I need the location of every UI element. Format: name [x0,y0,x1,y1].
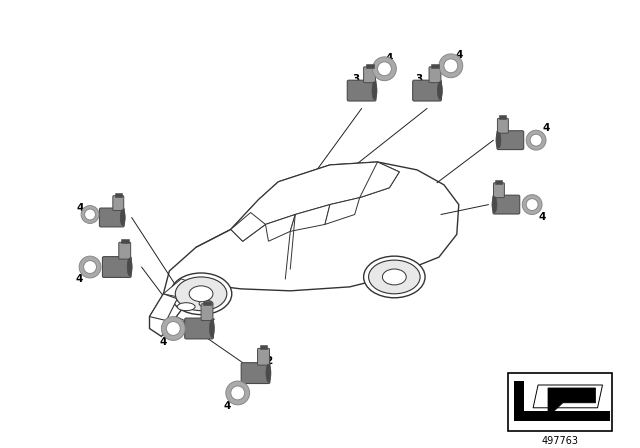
Text: 4: 4 [455,50,463,60]
Circle shape [372,57,396,81]
Bar [365,64,374,68]
FancyBboxPatch shape [201,304,213,321]
Circle shape [84,261,97,273]
Circle shape [166,322,180,336]
FancyBboxPatch shape [497,131,524,150]
Ellipse shape [364,256,425,298]
Text: 497763: 497763 [542,435,579,445]
FancyBboxPatch shape [493,183,504,198]
Polygon shape [231,162,399,241]
Bar [115,193,122,197]
Ellipse shape [127,258,132,276]
FancyBboxPatch shape [257,349,269,365]
FancyBboxPatch shape [102,257,131,277]
Bar [515,411,611,421]
Text: 4: 4 [538,212,546,223]
Circle shape [84,209,95,220]
Polygon shape [150,294,177,321]
Circle shape [378,62,392,76]
Text: 4: 4 [542,123,550,133]
Circle shape [81,206,99,224]
Ellipse shape [266,364,271,382]
Bar [515,381,524,421]
Text: 2: 2 [265,356,272,366]
FancyBboxPatch shape [241,363,270,383]
FancyBboxPatch shape [185,318,214,339]
Ellipse shape [496,132,501,148]
Text: 4: 4 [76,202,84,212]
Polygon shape [150,162,459,336]
Ellipse shape [438,82,442,99]
Polygon shape [291,205,330,231]
Text: 1: 1 [207,312,214,322]
FancyBboxPatch shape [119,242,131,259]
Circle shape [226,381,250,405]
Text: 4: 4 [223,401,230,411]
Ellipse shape [199,300,213,307]
Circle shape [444,59,458,73]
Text: 2: 2 [116,202,124,212]
Text: 4: 4 [76,274,83,284]
Ellipse shape [175,277,227,310]
Circle shape [522,195,542,215]
Polygon shape [533,385,602,408]
FancyBboxPatch shape [497,118,508,133]
Ellipse shape [189,286,213,302]
Bar [508,373,612,431]
Polygon shape [231,212,266,241]
Circle shape [79,256,101,278]
Circle shape [439,54,463,78]
Ellipse shape [209,319,214,337]
FancyBboxPatch shape [493,195,520,214]
Ellipse shape [120,210,125,225]
Circle shape [526,198,538,211]
FancyBboxPatch shape [348,80,376,101]
Bar [260,345,268,349]
Text: 3: 3 [491,191,498,201]
Circle shape [161,317,185,340]
Ellipse shape [372,82,377,99]
FancyBboxPatch shape [113,196,124,211]
Text: 1: 1 [125,252,132,262]
Text: 4: 4 [386,53,393,63]
Polygon shape [325,198,360,224]
Text: 4: 4 [160,337,167,347]
Polygon shape [360,162,399,198]
Bar [431,64,439,68]
FancyBboxPatch shape [99,208,124,227]
FancyBboxPatch shape [413,80,442,101]
Text: 3: 3 [499,123,506,133]
Circle shape [530,134,542,146]
Polygon shape [266,215,295,241]
Ellipse shape [383,269,406,285]
Text: 3: 3 [352,74,359,84]
Bar [495,180,502,184]
Text: 3: 3 [415,74,423,84]
Ellipse shape [177,303,195,310]
Polygon shape [548,388,596,417]
Bar [499,116,506,119]
Circle shape [231,386,244,400]
Ellipse shape [369,260,420,294]
Circle shape [526,130,546,150]
FancyBboxPatch shape [429,67,441,83]
Ellipse shape [170,273,232,314]
Polygon shape [163,279,196,299]
Bar [203,301,211,305]
Ellipse shape [492,197,497,212]
FancyBboxPatch shape [364,67,376,83]
Bar [121,239,129,243]
